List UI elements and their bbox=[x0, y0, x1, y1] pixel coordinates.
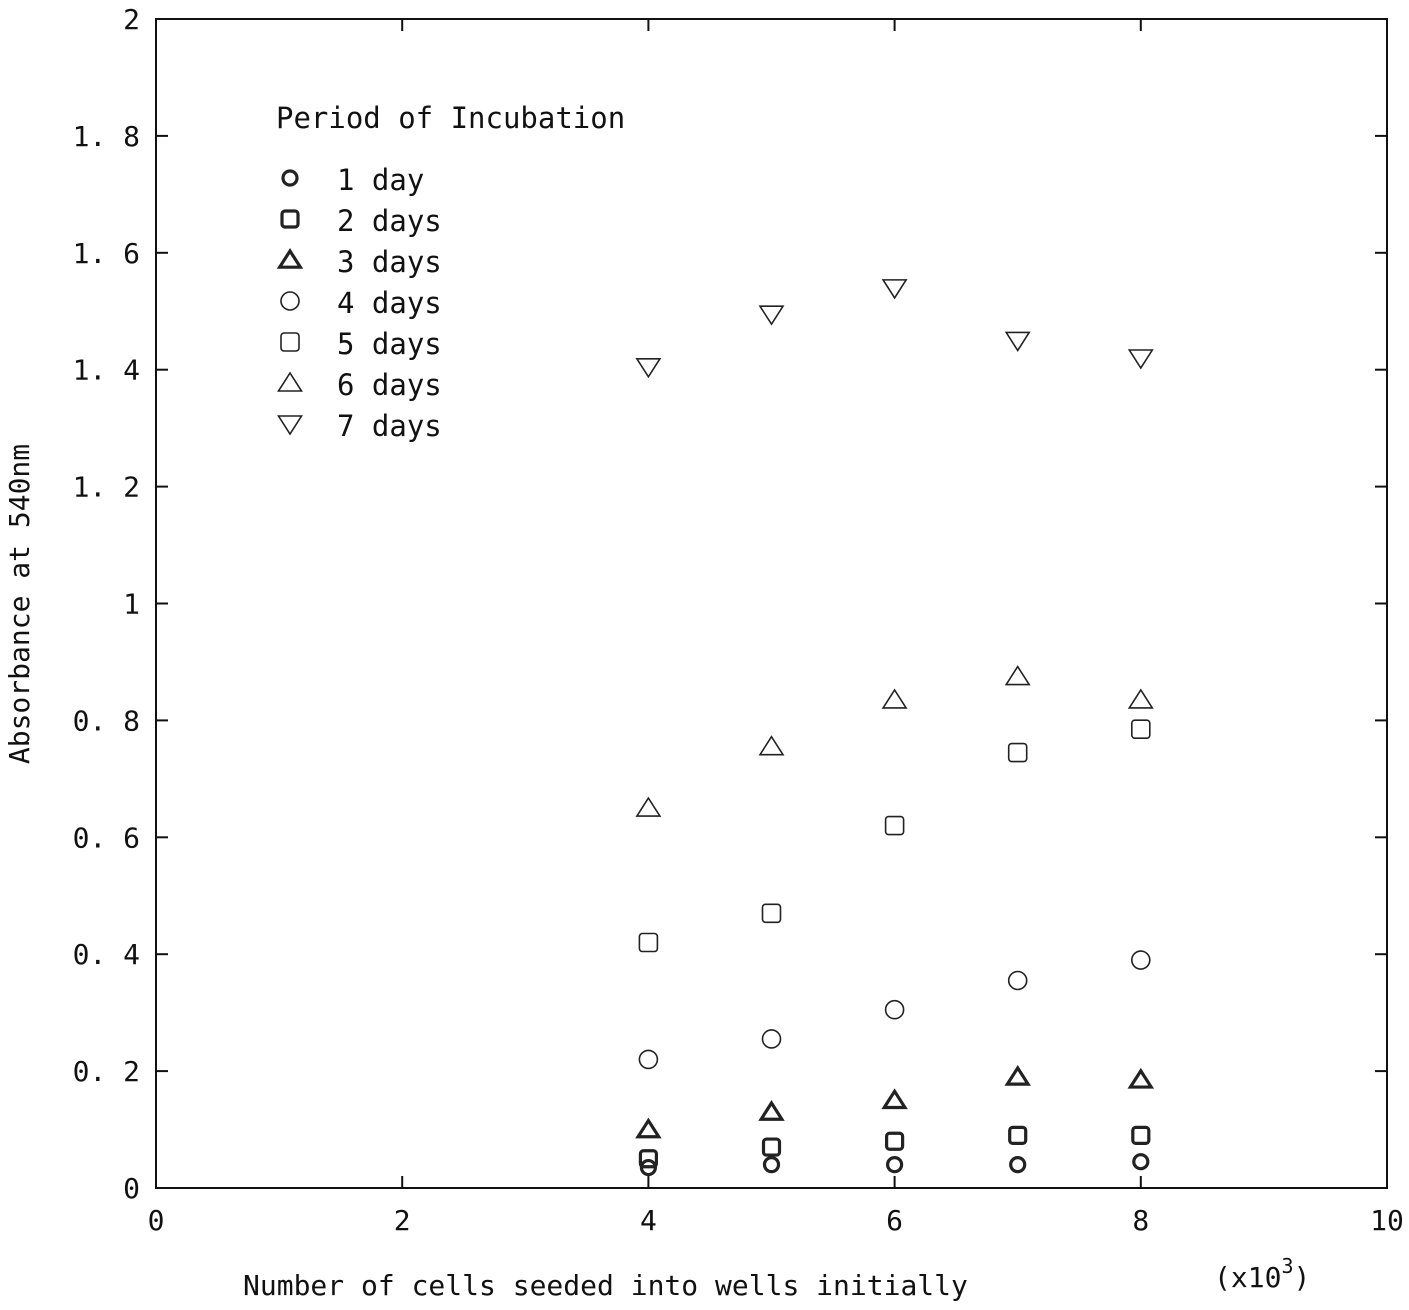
y-tick-label: 0. 4 bbox=[73, 938, 140, 971]
data-point bbox=[1004, 1064, 1031, 1086]
legend-label: 5 days bbox=[337, 327, 442, 361]
data-point bbox=[635, 796, 662, 817]
data-point bbox=[1004, 665, 1031, 686]
data-point bbox=[881, 1088, 908, 1110]
series-6 bbox=[635, 665, 1154, 817]
data-point bbox=[1127, 349, 1154, 370]
x-axis-multiplier-close: ) bbox=[1293, 1261, 1310, 1294]
data-point bbox=[635, 1117, 662, 1139]
data-point bbox=[1131, 719, 1151, 739]
legend-label: 1 day bbox=[337, 163, 424, 197]
y-tick-label: 0 bbox=[123, 1172, 140, 1205]
legend-label: 7 days bbox=[337, 409, 442, 443]
legend-marker bbox=[276, 248, 304, 269]
data-point bbox=[881, 279, 908, 300]
data-point bbox=[1007, 742, 1028, 763]
x-axis-multiplier: (x103) bbox=[1214, 1254, 1310, 1294]
legend-title: Period of Incubation bbox=[276, 101, 625, 135]
data-point bbox=[1004, 331, 1031, 352]
data-point bbox=[1131, 950, 1151, 970]
data-point bbox=[884, 999, 905, 1020]
data-point bbox=[761, 1137, 782, 1157]
legend-marker bbox=[281, 169, 299, 187]
y-tick-label: 1 bbox=[123, 588, 140, 621]
x-tick-label: 10 bbox=[1370, 1204, 1404, 1237]
data-point bbox=[638, 1049, 659, 1070]
axis-ticks bbox=[155, 18, 1388, 1189]
x-tick-label: 2 bbox=[394, 1204, 411, 1237]
data-point bbox=[758, 1100, 785, 1121]
data-point bbox=[761, 903, 782, 924]
data-point bbox=[884, 1131, 905, 1151]
y-tick-label: 1. 6 bbox=[73, 237, 140, 270]
series-5 bbox=[638, 719, 1151, 953]
axis-tick-labels: 0 2 4 6 8 10 0 0. 2 0. 4 0. 6 0. 8 1 1. 2 1. 4 1. 6 1. … bbox=[73, 3, 1404, 1237]
series-2 bbox=[638, 1125, 1151, 1169]
series-4 bbox=[638, 950, 1151, 1070]
data-point bbox=[638, 932, 659, 953]
legend-label: 3 days bbox=[337, 245, 442, 279]
data-point bbox=[638, 1149, 659, 1169]
x-tick-label: 4 bbox=[640, 1204, 657, 1237]
series-3 bbox=[635, 1064, 1155, 1139]
y-tick-label: 1. 8 bbox=[73, 120, 140, 153]
data-point bbox=[761, 1029, 782, 1049]
series-1 bbox=[639, 1153, 1150, 1177]
x-tick-label: 8 bbox=[1132, 1204, 1149, 1237]
legend-marker bbox=[280, 291, 300, 311]
legend-label: 6 days bbox=[337, 368, 442, 402]
y-tick-label: 1. 2 bbox=[73, 471, 140, 504]
data-point bbox=[1127, 1067, 1155, 1089]
data-point bbox=[1127, 688, 1154, 709]
data-markers bbox=[635, 279, 1155, 1177]
x-axis-multiplier-text: (x10 bbox=[1214, 1261, 1281, 1294]
y-tick-label: 1. 4 bbox=[73, 354, 140, 387]
data-point bbox=[1131, 1125, 1151, 1145]
data-point bbox=[1007, 970, 1028, 991]
data-point bbox=[758, 735, 785, 756]
data-point bbox=[1008, 1125, 1028, 1145]
legend: Period of Incubation 1 day 2 days 3 days 4 … bbox=[276, 101, 625, 443]
y-axis-title: Absorbance at 540nm bbox=[3, 444, 36, 764]
x-tick-label: 6 bbox=[886, 1204, 903, 1237]
data-point bbox=[758, 305, 785, 326]
y-tick-label: 0. 8 bbox=[73, 704, 140, 737]
data-point bbox=[884, 815, 905, 836]
legend-marker bbox=[277, 371, 303, 392]
legend-marker bbox=[280, 209, 300, 229]
y-tick-label: 2 bbox=[123, 3, 140, 36]
legend-label: 4 days bbox=[337, 286, 442, 320]
legend-label: 2 days bbox=[337, 204, 442, 238]
legend-marker bbox=[277, 415, 303, 436]
data-point bbox=[885, 1156, 904, 1174]
x-axis-multiplier-exponent: 3 bbox=[1281, 1254, 1293, 1278]
data-point bbox=[635, 357, 662, 379]
x-axis-title: Number of cells seeded into wells initia… bbox=[243, 1269, 968, 1302]
series-7 bbox=[635, 279, 1154, 379]
data-point bbox=[881, 688, 908, 709]
data-point bbox=[1009, 1156, 1027, 1174]
y-tick-label: 0. 6 bbox=[73, 821, 140, 854]
y-tick-label: 0. 2 bbox=[73, 1055, 140, 1088]
data-point bbox=[1132, 1153, 1150, 1171]
x-tick-label: 0 bbox=[148, 1204, 165, 1237]
data-point bbox=[762, 1156, 781, 1174]
x-axis-title-text: Number of cells seeded into wells initia… bbox=[243, 1269, 968, 1302]
legend-marker bbox=[280, 332, 300, 352]
